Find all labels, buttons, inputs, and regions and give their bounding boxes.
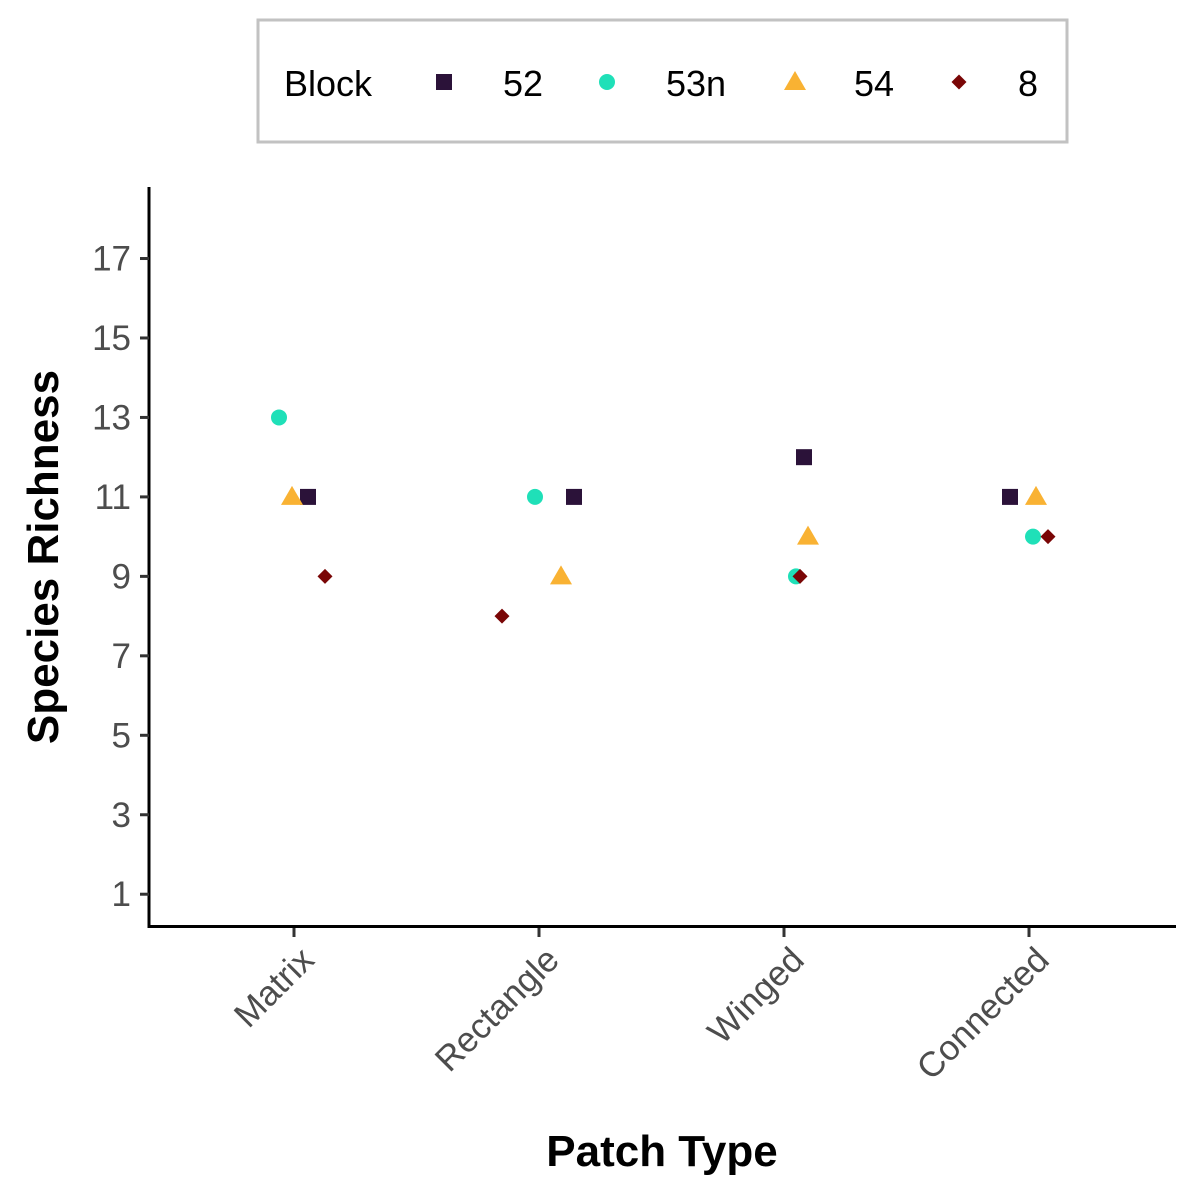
legend-key-54 (784, 71, 806, 90)
point-block-54-matrix (281, 485, 303, 505)
legend-label-8: 8 (1018, 63, 1038, 104)
y-tick-label: 1 (112, 875, 131, 914)
y-tick-label: 15 (92, 319, 131, 358)
y-tick-label: 17 (92, 240, 131, 279)
x-ticks: Matrix Rectangle Winged Connected (227, 928, 1057, 1087)
legend-title: Block (284, 63, 373, 104)
point-block-8-rectangle (494, 608, 510, 624)
point-block-53n-matrix (271, 409, 287, 426)
point-block-52-rectangle (566, 488, 582, 505)
legend-key-8 (951, 74, 967, 90)
y-tick-label: 13 (92, 398, 131, 437)
legend-key-52 (436, 74, 452, 90)
point-block-53n-rectangle (527, 488, 543, 505)
y-tick-label: 3 (112, 796, 131, 835)
y-tick-label: 9 (112, 557, 131, 596)
point-block-52-connected (1002, 488, 1018, 505)
x-tick-label-winged: Winged (700, 940, 811, 1051)
legend-label-52: 52 (503, 63, 543, 104)
point-block-8-connected (1040, 529, 1056, 545)
legend-label-53n: 53n (666, 63, 726, 104)
x-axis-title: Patch Type (546, 1127, 777, 1176)
x-tick-label-connected: Connected (909, 940, 1056, 1087)
point-block-52-matrix (300, 488, 316, 505)
y-tick-label: 5 (112, 716, 131, 755)
y-tick-label: 11 (95, 478, 131, 517)
legend-items: 52 53n 54 8 (436, 63, 1038, 104)
x-tick-label-rectangle: Rectangle (428, 940, 567, 1079)
data-points (271, 409, 1056, 624)
legend-label-54: 54 (854, 63, 894, 104)
legend: Block 52 53n 54 8 (256, 18, 1069, 144)
point-block-53n-connected (1025, 528, 1041, 545)
legend-key-53n (599, 74, 615, 90)
point-block-8-winged (792, 568, 808, 584)
point-block-52-winged (796, 449, 812, 466)
legend-box (256, 18, 1069, 144)
y-axis-title: Species Richness (19, 370, 68, 744)
y-tick-label: 7 (112, 637, 131, 676)
point-block-54-rectangle (550, 565, 572, 585)
point-block-54-winged (797, 525, 819, 545)
point-block-8-matrix (317, 568, 333, 584)
x-tick-label-matrix: Matrix (227, 940, 322, 1035)
point-block-54-connected (1025, 485, 1047, 505)
